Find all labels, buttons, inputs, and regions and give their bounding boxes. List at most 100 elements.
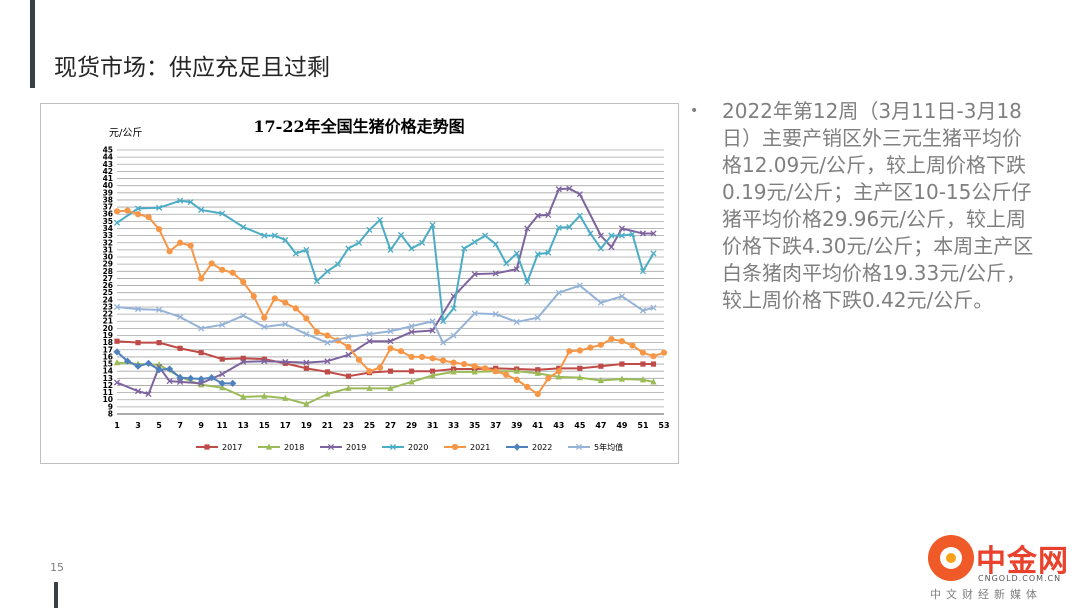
series-point-3 [503,260,510,267]
logo-name: 中金网 [976,544,1069,579]
series-point-0 [387,368,394,374]
series-point-2 [282,358,289,365]
x-tick-label: 33 [448,421,459,430]
legend-label: 2017 [222,443,242,452]
series-point-1 [650,378,657,385]
series-point-1 [303,400,310,407]
x-tick-label: 23 [343,421,354,430]
x-tick-label: 21 [322,421,334,430]
series-point-3 [113,219,121,226]
y-tick-label: 14 [103,367,113,376]
series-point-4 [145,213,152,221]
y-tick-label: 12 [103,381,113,390]
series-point-1 [639,376,647,383]
series-point-4 [629,342,636,349]
y-axis-label: 元/公斤 [109,127,142,139]
y-tick-label: 26 [103,281,113,290]
series-point-4 [187,242,194,249]
x-tick-label: 53 [658,421,669,430]
series-point-4 [660,349,668,356]
series-point-3 [187,199,194,206]
series-point-4 [155,226,163,233]
y-tick-label: 11 [103,388,113,397]
series-point-legend-5 [513,443,521,451]
series-point-3 [387,246,394,253]
y-tick-label: 13 [103,374,113,383]
x-tick-label: 9 [198,421,204,430]
x-tick-label: 49 [616,421,628,430]
series-point-4 [618,338,626,345]
y-tick-label: 28 [103,267,113,276]
x-tick-label: 29 [406,421,418,430]
series-point-3 [492,241,499,248]
series-point-2 [366,338,373,345]
y-tick-label: 10 [103,395,113,404]
series-point-1 [450,368,457,375]
series-point-2 [387,338,394,345]
series-line-6 [116,284,654,344]
series-point-6 [324,339,331,346]
y-tick-label: 18 [103,338,113,347]
series-point-2 [650,230,657,237]
series-point-2 [166,378,173,385]
title-accent-bar [30,0,35,88]
series-point-4 [271,295,278,302]
series-point-5 [144,359,153,367]
series-point-1 [219,384,226,391]
series-point-2 [566,185,573,192]
series-point-0 [282,360,288,366]
price-chart-svg: 17-22年全国生猪价格走势图元/公斤891011121314151617181… [103,117,670,452]
x-tick-label: 47 [595,421,606,430]
series-point-2 [113,379,121,386]
series-point-5 [197,375,205,383]
y-tick-label: 41 [103,174,113,183]
series-point-4 [555,368,562,375]
legend-label: 2018 [284,443,304,452]
series-point-4 [650,353,657,360]
y-tick-label: 36 [103,210,113,219]
series-point-1 [366,384,373,391]
x-tick-label: 3 [135,421,141,430]
y-tick-label: 17 [103,345,113,354]
series-point-4 [208,260,215,267]
x-tick-label: 5 [156,421,162,430]
series-point-3 [324,268,331,275]
series-point-0 [219,356,225,362]
series-point-3 [261,232,268,239]
series-point-4 [597,341,604,348]
series-point-1 [555,373,562,380]
series-point-4 [198,275,205,282]
series-point-3 [461,245,468,252]
footer-accent-bar [54,582,58,608]
series-point-1 [513,367,520,374]
y-tick-label: 40 [103,181,113,190]
y-tick-label: 22 [103,310,113,319]
x-tick-label: 11 [217,421,229,430]
series-point-1 [345,384,352,391]
series-point-legend-2 [327,443,335,451]
x-tick-label: 7 [177,421,183,430]
series-point-4 [355,356,363,363]
series-line-3 [116,199,655,323]
series-point-6 [156,306,163,313]
y-tick-label: 34 [103,224,113,233]
series-point-3 [608,232,615,239]
series-point-0 [619,361,625,367]
y-tick-label: 38 [103,195,113,204]
x-tick-label: 17 [280,421,291,430]
series-point-4 [345,343,352,351]
series-point-4 [587,344,594,351]
series-point-3 [524,278,531,286]
series-point-4 [429,355,436,362]
series-point-6 [492,311,499,318]
y-tick-label: 42 [103,167,113,176]
series-point-3 [303,246,310,253]
series-point-3 [450,305,457,312]
series-point-5 [123,357,132,365]
series-point-6 [219,321,226,328]
series-point-3 [334,261,341,268]
y-tick-label: 39 [103,188,113,197]
series-point-6 [597,299,604,306]
y-tick-label: 24 [103,295,113,304]
series-point-4 [534,390,541,398]
